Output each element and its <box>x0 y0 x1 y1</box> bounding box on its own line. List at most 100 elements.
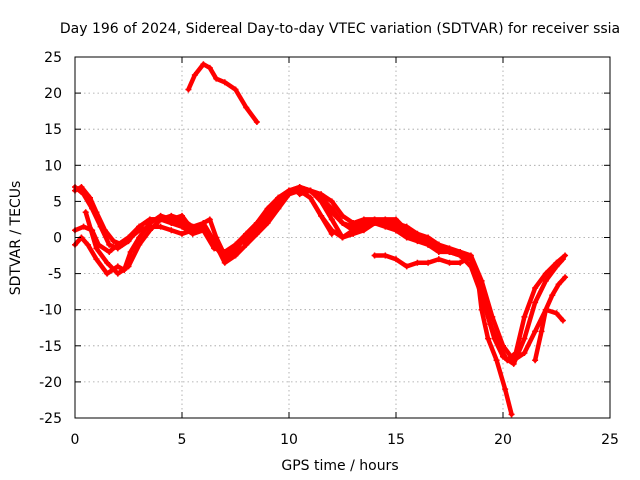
data-point-marker <box>168 227 175 234</box>
data-point-marker <box>80 191 87 198</box>
series-line <box>532 274 568 363</box>
data-point-marker <box>200 61 207 68</box>
series-track-9 <box>185 61 260 125</box>
data-point-marker <box>553 310 560 317</box>
data-point-marker <box>104 270 111 277</box>
y-tick-label: -5 <box>48 267 62 283</box>
data-point-marker <box>243 241 250 248</box>
data-point-marker <box>553 259 560 266</box>
data-point-marker <box>532 357 539 364</box>
data-point-marker <box>253 230 260 237</box>
data-point-marker <box>286 191 292 198</box>
data-series <box>72 61 569 418</box>
data-point-marker <box>275 194 282 201</box>
data-point-marker <box>232 252 239 259</box>
data-point-marker <box>243 104 250 111</box>
data-point-marker <box>307 194 314 201</box>
data-point-marker <box>403 230 410 237</box>
grid-lines <box>75 57 610 418</box>
data-point-marker <box>446 259 453 266</box>
data-point-marker <box>487 321 494 328</box>
data-point-marker <box>360 216 367 223</box>
data-point-marker <box>542 306 549 313</box>
data-point-marker <box>350 220 357 227</box>
y-axis-label: SDTVAR / TECUs <box>8 181 24 296</box>
data-point-marker <box>114 263 121 270</box>
data-point-marker <box>512 350 519 357</box>
data-point-marker <box>157 216 164 223</box>
data-point-marker <box>328 198 335 205</box>
series-line <box>372 253 469 269</box>
data-point-marker <box>508 411 515 418</box>
data-point-marker <box>146 216 153 223</box>
data-point-marker <box>127 248 134 255</box>
data-point-marker <box>318 194 325 201</box>
data-point-marker <box>414 234 421 241</box>
data-point-marker <box>435 256 442 263</box>
x-tick-label: 20 <box>494 432 512 448</box>
data-point-marker <box>542 277 549 284</box>
x-tick-label: 5 <box>178 432 187 448</box>
series-track-8 <box>532 274 569 364</box>
data-point-marker <box>435 245 442 252</box>
data-point-marker <box>104 259 111 266</box>
data-point-marker <box>125 238 132 245</box>
x-tick-label: 0 <box>71 432 80 448</box>
data-point-marker <box>243 230 250 237</box>
data-point-marker <box>521 350 528 357</box>
x-tick-label: 25 <box>601 432 619 448</box>
data-point-marker <box>457 259 464 266</box>
data-point-marker <box>213 75 220 82</box>
y-tick-label: 0 <box>53 231 62 247</box>
data-point-marker <box>489 313 496 320</box>
data-point-marker <box>168 212 175 219</box>
data-point-marker <box>559 317 566 324</box>
y-tick-label: 15 <box>44 122 62 138</box>
data-point-marker <box>253 118 260 125</box>
y-tick-label: -10 <box>39 303 62 319</box>
data-point-marker <box>521 313 528 320</box>
data-point-marker <box>500 342 506 349</box>
data-point-marker <box>328 230 335 237</box>
data-point-marker <box>521 335 528 342</box>
data-point-marker <box>93 256 100 263</box>
data-point-marker <box>89 205 96 212</box>
data-point-marker <box>232 241 239 248</box>
data-point-marker <box>125 263 132 270</box>
y-tick-label: 25 <box>44 50 62 66</box>
data-point-marker <box>425 259 432 266</box>
data-point-marker <box>221 259 228 266</box>
data-point-marker <box>211 238 218 245</box>
data-point-marker <box>110 238 117 245</box>
data-point-marker <box>555 281 562 288</box>
data-point-marker <box>114 270 121 277</box>
data-point-marker <box>179 230 185 237</box>
data-point-marker <box>106 248 113 255</box>
data-point-marker <box>493 357 500 364</box>
data-point-marker <box>339 220 346 227</box>
data-point-marker <box>114 245 121 252</box>
data-point-marker <box>382 223 389 230</box>
series-track-5 <box>82 187 335 277</box>
data-point-marker <box>253 220 260 227</box>
data-point-marker <box>549 292 556 299</box>
data-point-marker <box>157 223 164 230</box>
chart-title: Day 196 of 2024, Sidereal Day-to-day VTE… <box>60 21 620 37</box>
data-point-marker <box>179 216 185 223</box>
data-point-marker <box>168 220 175 227</box>
y-tick-label: 10 <box>44 158 62 174</box>
data-point-marker <box>296 191 303 198</box>
data-point-marker <box>478 306 485 313</box>
series-track-6 <box>296 187 470 259</box>
data-point-marker <box>538 328 545 335</box>
data-point-marker <box>393 256 399 263</box>
x-tick-label: 10 <box>280 432 298 448</box>
data-point-marker <box>136 241 143 248</box>
data-point-marker <box>264 220 271 227</box>
data-point-marker <box>371 252 378 259</box>
data-point-marker <box>189 223 196 230</box>
data-point-marker <box>136 223 143 230</box>
data-point-marker <box>318 212 325 219</box>
data-point-marker <box>542 270 549 277</box>
